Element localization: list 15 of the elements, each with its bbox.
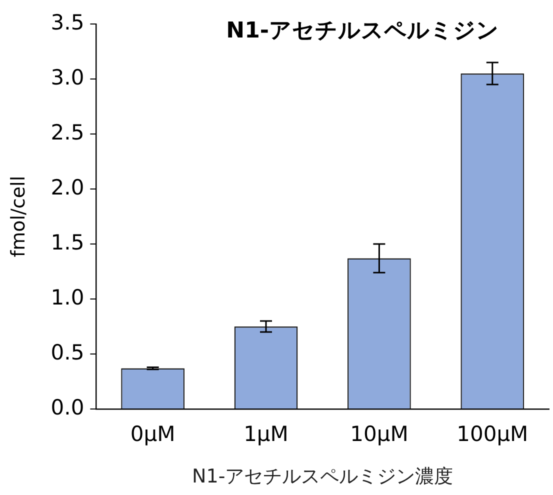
x-tick-label: 0µM bbox=[130, 422, 176, 446]
y-tick-label: 3.5 bbox=[50, 10, 84, 34]
y-axis-title: fmol/cell bbox=[7, 176, 30, 258]
y-tick-label: 1.5 bbox=[50, 230, 84, 254]
y-tick-label: 0.5 bbox=[50, 340, 84, 364]
x-tick-label: 10µM bbox=[350, 422, 408, 446]
y-tick-label: 3.0 bbox=[50, 65, 84, 90]
x-tick-label: 100µM bbox=[456, 422, 528, 446]
chart-title: N1-アセチルスペルミジン bbox=[226, 18, 500, 44]
x-axis-title: N1-アセチルスペルミジン濃度 bbox=[192, 466, 454, 488]
y-tick-label: 0.0 bbox=[50, 395, 84, 420]
x-tick-label: 1µM bbox=[244, 422, 288, 446]
y-tick-label: 2.0 bbox=[50, 175, 84, 200]
y-tick-label: 1.0 bbox=[50, 285, 84, 310]
y-tick-label: 2.5 bbox=[50, 120, 84, 144]
